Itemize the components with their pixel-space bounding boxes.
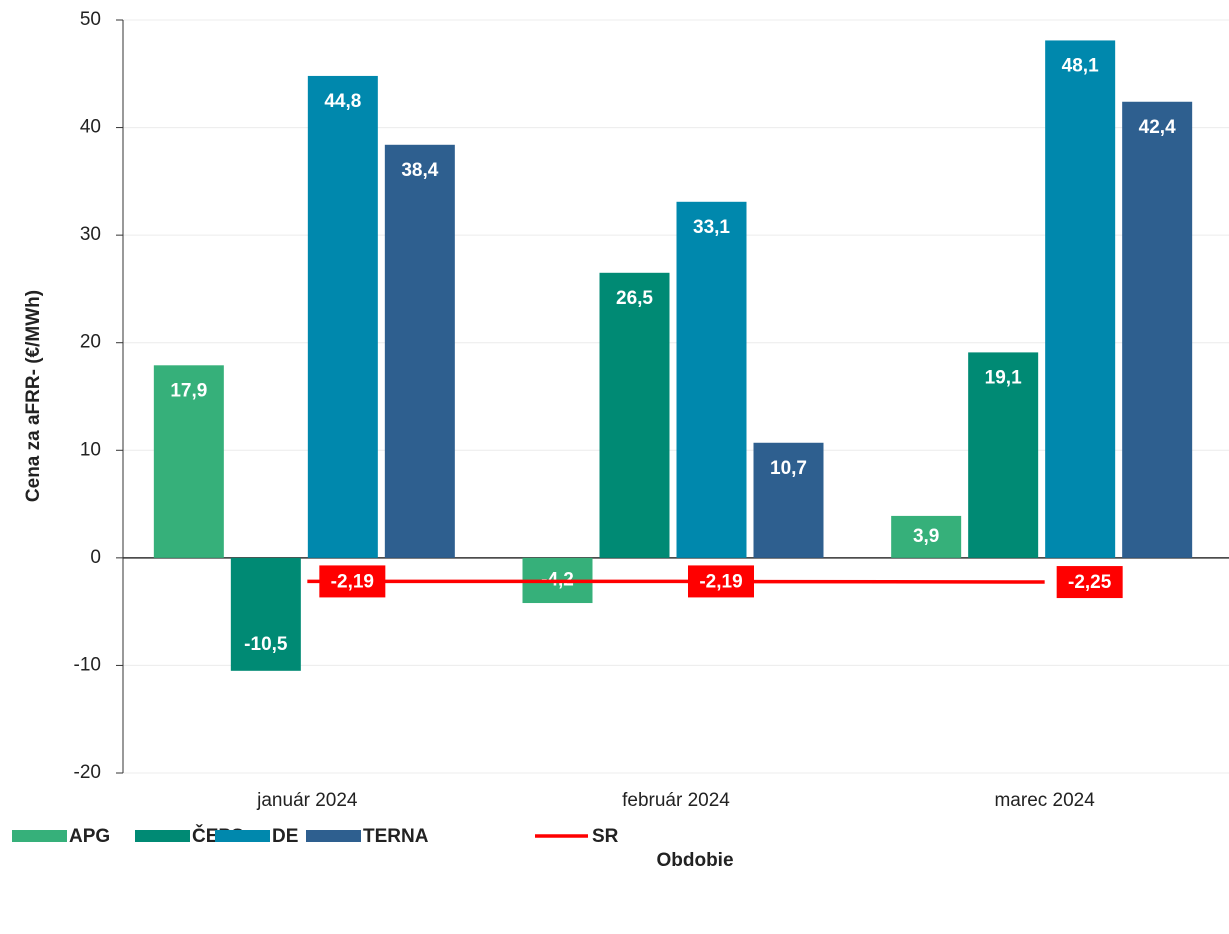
y-axis-label: Cena za aFRR- (€/MWh) [23,290,44,502]
bar [1045,40,1116,558]
value-label: 17,9 [170,380,207,401]
value-label-box [1056,566,1123,599]
bar [307,75,378,558]
value-label: 42,4 [1139,117,1176,138]
legend-swatch [215,830,270,842]
bar [968,352,1039,558]
value-label: 48,1 [1062,55,1099,76]
y-tick-label: -10 [74,654,101,675]
bar [153,365,224,558]
value-label: 26,5 [616,288,653,309]
y-tick-label: 40 [80,117,101,138]
y-tick-label: 10 [80,439,101,460]
bar [384,144,455,558]
x-tick-label: január 2024 [256,790,358,811]
value-label-box [319,565,386,598]
y-tick-label: -20 [74,762,101,783]
legend-label: TERNA [363,826,429,847]
value-label-box [688,565,754,598]
value-label: -2,19 [331,571,374,592]
legend-label: APG [69,826,110,847]
bar [753,442,824,558]
y-tick-label: 0 [90,547,101,568]
x-axis-label: Obdobie [656,850,733,871]
x-tick-label: marec 2024 [994,790,1095,811]
bar [891,515,962,558]
bar [230,557,301,671]
value-label: 33,1 [693,217,730,238]
x-tick-label: február 2024 [622,790,730,811]
value-label: -2,19 [699,571,742,592]
value-label: 3,9 [913,526,939,547]
legend-label: DE [272,826,298,847]
value-label: 19,1 [985,367,1022,388]
bar [599,272,670,558]
legend-label: SR [592,826,619,847]
y-tick-label: 50 [80,9,101,30]
value-label: -10,5 [244,634,288,655]
legend-swatch [135,830,190,842]
bar [676,201,747,558]
legend-swatch [306,830,361,842]
value-label: 38,4 [401,160,438,181]
value-label: -2,25 [1068,572,1112,593]
value-label: 44,8 [324,91,361,112]
y-tick-label: 20 [80,332,101,353]
legend-swatch [12,830,67,842]
bar [1122,101,1193,558]
value-label: 10,7 [770,458,807,479]
line [307,579,1045,584]
y-tick-label: 30 [80,224,101,245]
